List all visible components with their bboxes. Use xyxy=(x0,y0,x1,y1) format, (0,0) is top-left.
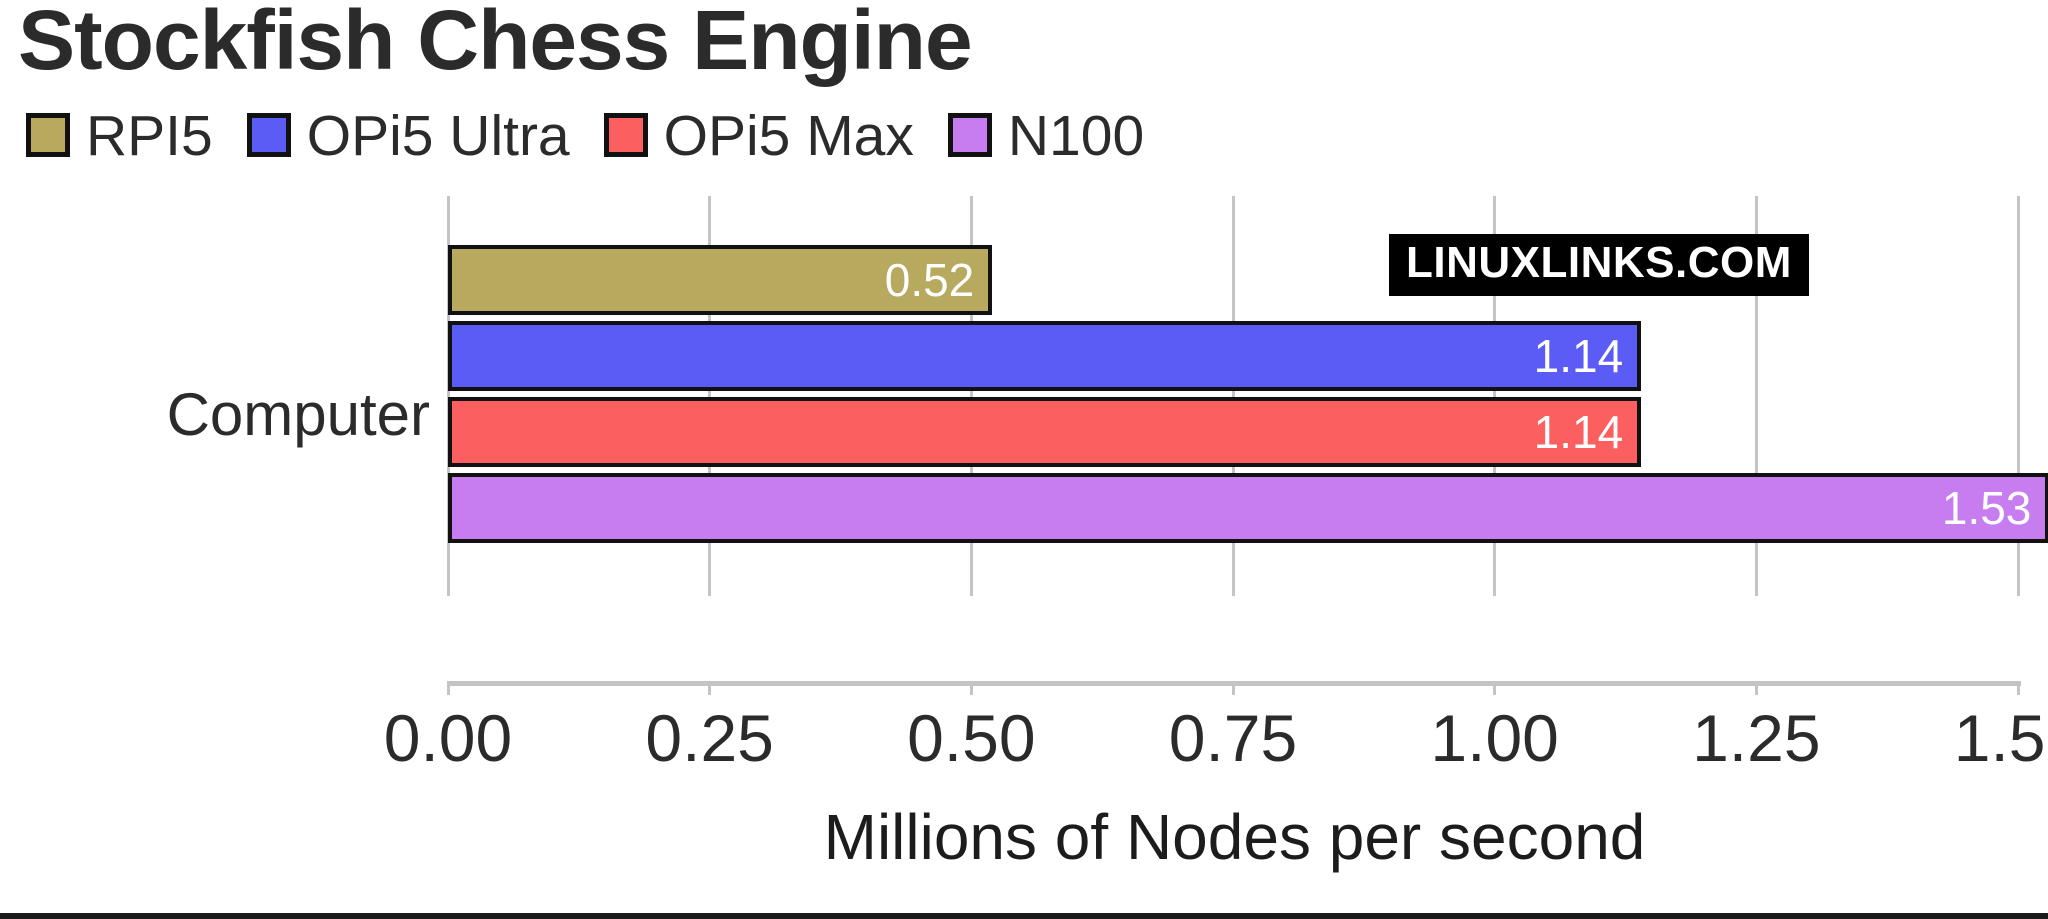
bar-group: 0.52 1.14 1.14 1.53 xyxy=(448,245,2048,550)
x-tick-label: 1.50 xyxy=(1953,701,2048,775)
legend-item-opi5-ultra[interactable]: OPi5 Ultra xyxy=(246,103,570,168)
x-tick-label: 0.75 xyxy=(1168,701,1298,775)
legend-label-opi5-ultra: OPi5 Ultra xyxy=(306,103,570,168)
bar-opi5-max[interactable]: 1.14 xyxy=(448,397,1642,467)
gridline-1.00 xyxy=(1493,196,1497,596)
gridline-0.00 xyxy=(446,196,450,596)
legend-label-rpi5: RPI5 xyxy=(86,103,213,168)
gridline-1.25 xyxy=(1754,196,1758,596)
bottom-divider xyxy=(0,913,2048,919)
legend-swatch-opi5-ultra xyxy=(246,113,291,157)
watermark-badge: LINUXLINKS.COM xyxy=(1389,234,1809,296)
bar-row: 0.52 xyxy=(448,245,2018,315)
legend-swatch-opi5-max xyxy=(603,113,648,157)
bar-value-label: 1.14 xyxy=(1533,330,1624,382)
x-tick-mark xyxy=(708,681,712,695)
x-tick-label: 0.50 xyxy=(907,701,1036,775)
gridline-0.50 xyxy=(969,196,973,596)
x-tick-mark xyxy=(1754,681,1758,695)
legend-swatch-rpi5 xyxy=(26,113,70,157)
gridline-1.50 xyxy=(2016,196,2020,596)
x-axis-line xyxy=(448,681,2021,686)
gridline-0.25 xyxy=(708,196,712,596)
legend-item-n100[interactable]: N100 xyxy=(947,103,1145,168)
x-axis-title: Millions of Nodes per second xyxy=(823,801,1646,873)
bar-row: 1.14 xyxy=(448,321,2018,391)
y-axis-category-label: Computer xyxy=(166,381,430,448)
page-title: Stockfish Chess Engine xyxy=(18,0,973,87)
legend-label-opi5-max: OPi5 Max xyxy=(663,103,914,168)
legend-item-opi5-max[interactable]: OPi5 Max xyxy=(603,103,914,168)
bar-rpi5[interactable]: 0.52 xyxy=(448,245,993,315)
plot-gridlines xyxy=(446,196,2020,596)
legend-label-n100: N100 xyxy=(1007,103,1145,168)
chart-legend: RPI5 OPi5 Ultra OPi5 Max N100 xyxy=(26,100,1178,170)
bar-n100[interactable]: 1.53 xyxy=(448,473,2048,543)
bar-row: 1.14 xyxy=(448,397,2018,467)
x-tick-mark xyxy=(1231,681,1235,695)
x-tick-mark xyxy=(2016,681,2020,695)
legend-item-rpi5[interactable]: RPI5 xyxy=(26,107,213,164)
x-tick-mark xyxy=(969,681,973,695)
bar-row: 1.53 xyxy=(448,473,2048,543)
bar-value-label: 1.14 xyxy=(1533,406,1624,458)
x-tick-mark xyxy=(446,681,450,695)
legend-swatch-n100 xyxy=(947,113,992,157)
x-tick-label: 1.00 xyxy=(1430,701,1559,775)
x-tick-mark xyxy=(1493,681,1497,695)
x-tick-label: 0.25 xyxy=(645,701,774,775)
bar-opi5-ultra[interactable]: 1.14 xyxy=(448,321,1642,391)
x-tick-label: 1.25 xyxy=(1692,701,1821,775)
bar-value-label: 0.52 xyxy=(884,254,975,306)
bar-value-label: 1.53 xyxy=(1941,482,2032,534)
x-tick-label: 0.00 xyxy=(383,701,513,775)
gridline-0.75 xyxy=(1231,196,1235,596)
